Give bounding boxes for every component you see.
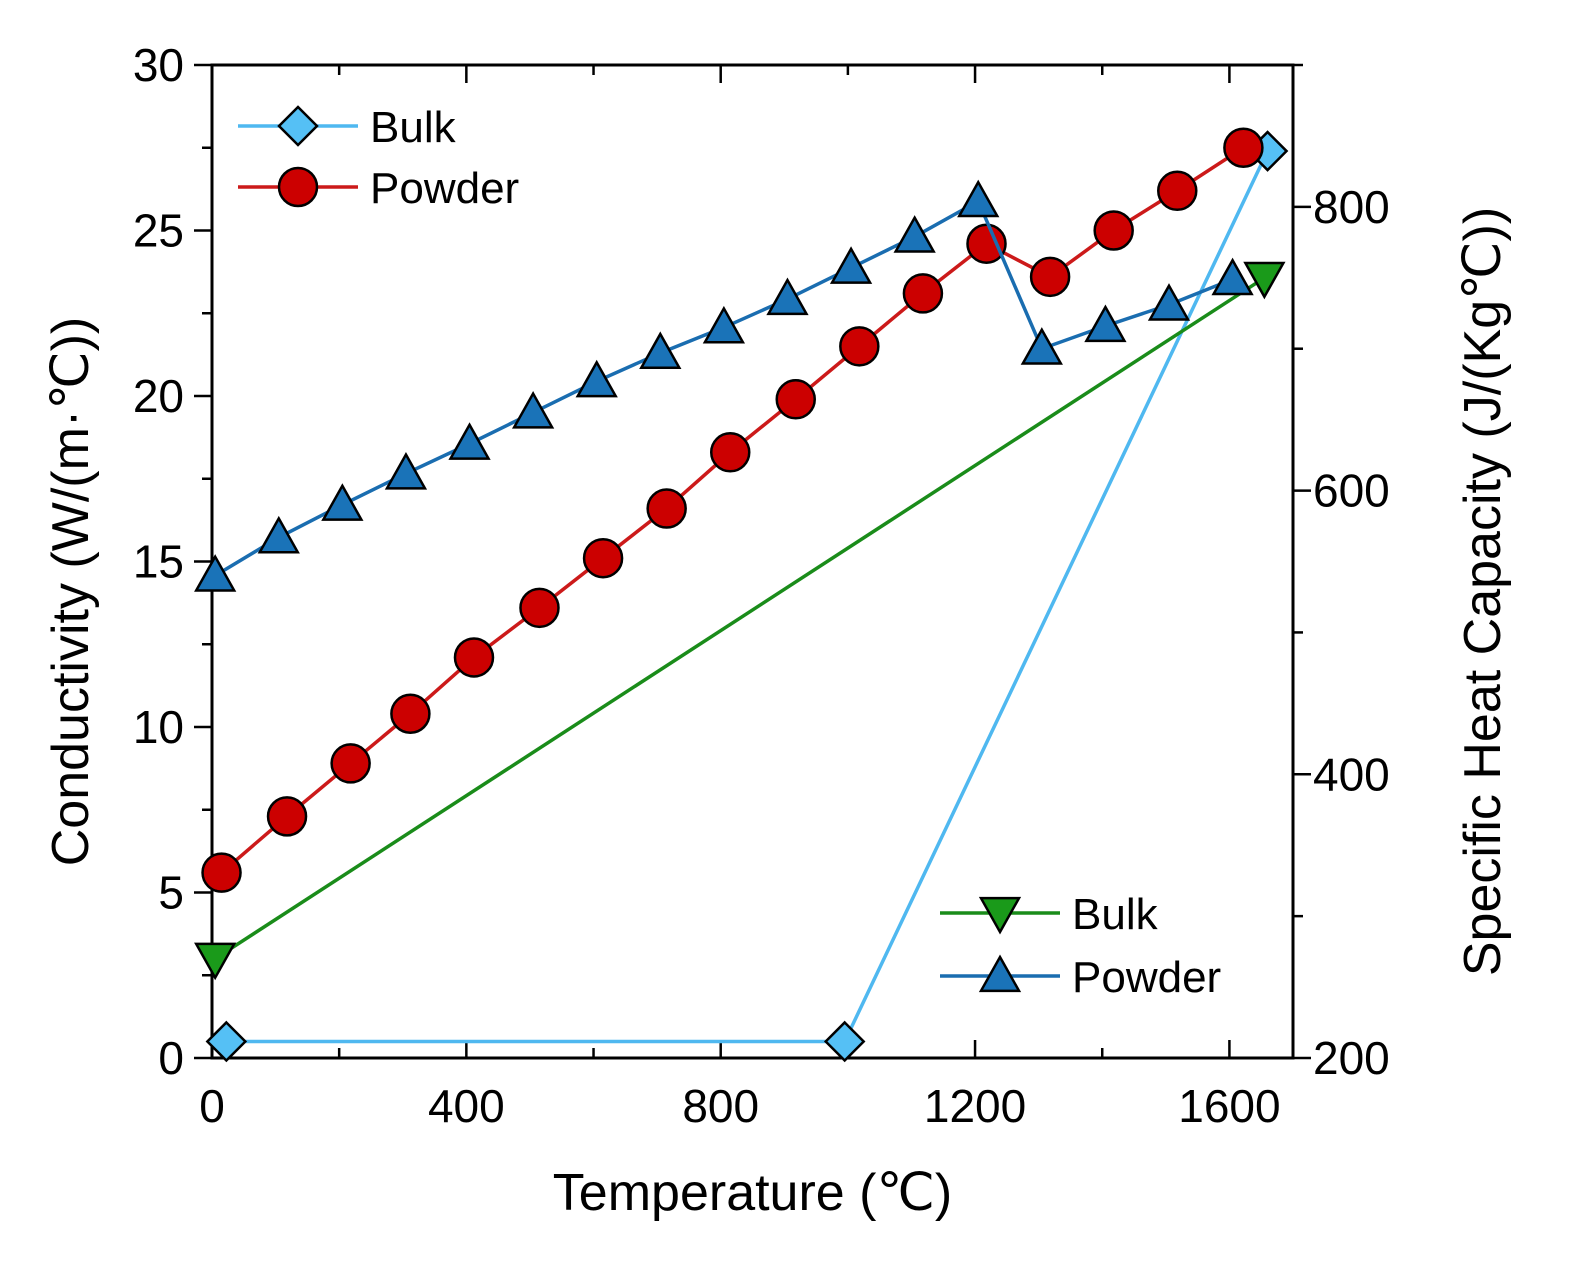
data-point bbox=[966, 223, 1007, 264]
legend-marker bbox=[978, 896, 1022, 935]
y-right-tick-label: 400 bbox=[1313, 748, 1390, 800]
data-point bbox=[1243, 261, 1286, 300]
y-right-tick-label: 600 bbox=[1313, 465, 1390, 517]
y-left-tick-label: 20 bbox=[133, 370, 184, 422]
data-point bbox=[902, 273, 944, 314]
data-point bbox=[384, 451, 428, 490]
series-line bbox=[220, 146, 1245, 874]
data-point bbox=[702, 305, 746, 344]
x-axis-title: Temperature (℃) bbox=[553, 1164, 952, 1222]
series-line bbox=[214, 198, 1234, 578]
data-point bbox=[775, 379, 816, 420]
x-tick-label: 800 bbox=[682, 1080, 759, 1132]
data-point bbox=[1093, 210, 1134, 251]
y-axis-left-title: Conductivity (W/(m·℃)) bbox=[42, 317, 100, 867]
data-point bbox=[575, 359, 618, 398]
data-point bbox=[829, 246, 873, 284]
data-point bbox=[1020, 327, 1063, 365]
data-point bbox=[1084, 304, 1127, 343]
y-right-tick-label: 200 bbox=[1313, 1032, 1390, 1084]
y-axis-right-title: Specific Heat Capacity (J/(Kg℃)) bbox=[1454, 207, 1512, 976]
data-point bbox=[823, 1020, 866, 1063]
legend-label: Bulk bbox=[1072, 890, 1159, 939]
data-point bbox=[639, 331, 682, 370]
legend-bulk-heat-capacity: Bulk bbox=[940, 890, 1159, 939]
data-point bbox=[390, 693, 431, 735]
data-point bbox=[453, 637, 495, 678]
legend-label: Bulk bbox=[370, 103, 457, 152]
legend-marker bbox=[978, 954, 1022, 993]
legend-layer: Bulk Powder Bulk Powder bbox=[238, 103, 1221, 1002]
data-point bbox=[1211, 257, 1254, 296]
data-point bbox=[1223, 127, 1264, 168]
data-point bbox=[257, 515, 300, 554]
series-3-powder-right bbox=[194, 179, 1254, 592]
data-point bbox=[957, 179, 1000, 218]
data-point bbox=[646, 488, 687, 529]
data-point bbox=[266, 796, 308, 837]
series-1-powder-left bbox=[201, 127, 1264, 893]
data-point bbox=[194, 942, 237, 981]
x-tick-label: 400 bbox=[428, 1080, 505, 1132]
y-left-tick-label: 5 bbox=[158, 867, 184, 919]
data-point bbox=[321, 483, 364, 521]
legend-label: Powder bbox=[370, 164, 519, 213]
legend-marker bbox=[277, 166, 319, 208]
x-tick-label: 1200 bbox=[924, 1080, 1026, 1132]
x-tick-label: 0 bbox=[199, 1080, 225, 1132]
data-point bbox=[1157, 170, 1198, 212]
data-point bbox=[330, 743, 371, 784]
legend-powder-heat-capacity: Powder bbox=[940, 953, 1221, 1002]
data-point bbox=[201, 852, 242, 893]
data-point bbox=[1147, 283, 1191, 321]
data-point bbox=[1029, 256, 1071, 298]
y-left-tick-label: 10 bbox=[133, 701, 184, 753]
legend-marker bbox=[277, 105, 319, 147]
legend-powder-conductivity: Powder bbox=[238, 164, 519, 213]
data-point bbox=[709, 432, 751, 473]
legend-bulk-conductivity: Bulk bbox=[238, 103, 457, 152]
y-left-tick-label: 15 bbox=[133, 536, 184, 588]
data-point bbox=[205, 1020, 248, 1063]
data-point bbox=[766, 277, 809, 316]
series-line bbox=[214, 276, 1266, 961]
data-point bbox=[194, 554, 237, 592]
x-tick-label: 1600 bbox=[1178, 1080, 1280, 1132]
data-point bbox=[519, 587, 560, 629]
y-left-tick-label: 0 bbox=[158, 1032, 184, 1084]
data-point bbox=[511, 390, 555, 429]
legend-label: Powder bbox=[1072, 953, 1221, 1002]
data-point bbox=[839, 326, 880, 367]
data-point bbox=[582, 537, 624, 579]
y-left-tick-label: 30 bbox=[133, 39, 184, 91]
y-left-tick-label: 25 bbox=[133, 205, 184, 257]
data-point bbox=[448, 422, 491, 460]
y-right-tick-label: 800 bbox=[1313, 181, 1390, 233]
axes: 0 400 800 1200 1600 0 5 10 15 20 25 30 200 400 600 800 bbox=[133, 39, 1390, 1132]
series-layer bbox=[194, 127, 1289, 1063]
series-2-bulk-right bbox=[194, 261, 1286, 981]
data-point bbox=[893, 215, 936, 253]
